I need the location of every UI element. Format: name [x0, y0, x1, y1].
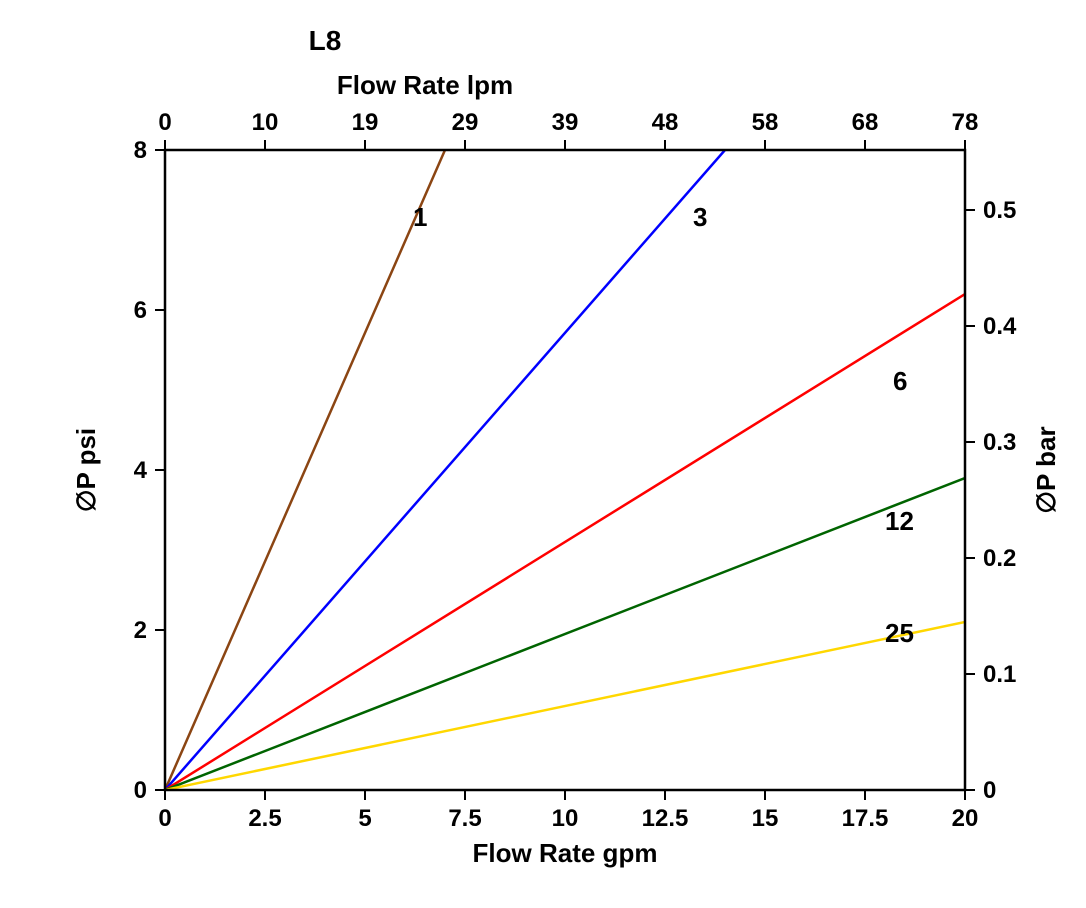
top-tick-label: 39 — [552, 109, 579, 136]
series-label-3: 3 — [693, 202, 707, 232]
bottom-tick-label: 5 — [358, 805, 371, 832]
series-label-25: 25 — [885, 618, 914, 648]
left-tick-label: 8 — [134, 137, 147, 164]
top-tick-label: 10 — [252, 109, 279, 136]
bottom-tick-label: 7.5 — [448, 805, 481, 832]
right-tick-label: 0.3 — [983, 429, 1016, 456]
top-tick-label: 78 — [952, 109, 979, 136]
series-label-12: 12 — [885, 506, 914, 536]
top-tick-label: 68 — [852, 109, 879, 136]
chart-title: L8 — [309, 25, 342, 56]
left-tick-label: 2 — [134, 617, 147, 644]
bottom-tick-label: 17.5 — [842, 805, 889, 832]
left-tick-label: 0 — [134, 777, 147, 804]
left-axis-title: ∅P psi — [71, 428, 101, 512]
left-tick-label: 4 — [134, 457, 148, 484]
right-tick-label: 0 — [983, 777, 996, 804]
top-tick-label: 0 — [158, 109, 171, 136]
bottom-axis-title: Flow Rate gpm — [473, 838, 658, 868]
top-tick-label: 48 — [652, 109, 679, 136]
top-axis-title: Flow Rate lpm — [337, 70, 513, 100]
pressure-drop-chart: 136122502.557.51012.51517.520Flow Rate g… — [0, 0, 1086, 908]
top-tick-label: 58 — [752, 109, 779, 136]
left-tick-label: 6 — [134, 297, 147, 324]
bottom-tick-label: 10 — [552, 805, 579, 832]
top-tick-label: 29 — [452, 109, 479, 136]
series-label-6: 6 — [893, 366, 907, 396]
series-label-1: 1 — [413, 202, 427, 232]
right-tick-label: 0.4 — [983, 313, 1017, 340]
bottom-tick-label: 0 — [158, 805, 171, 832]
bottom-tick-label: 15 — [752, 805, 779, 832]
right-axis-title: ∅P bar — [1031, 426, 1061, 513]
top-tick-label: 19 — [352, 109, 379, 136]
bottom-tick-label: 20 — [952, 805, 979, 832]
right-tick-label: 0.1 — [983, 661, 1016, 688]
bottom-tick-label: 2.5 — [248, 805, 281, 832]
right-tick-label: 0.5 — [983, 197, 1016, 224]
right-tick-label: 0.2 — [983, 545, 1016, 572]
bottom-tick-label: 12.5 — [642, 805, 689, 832]
